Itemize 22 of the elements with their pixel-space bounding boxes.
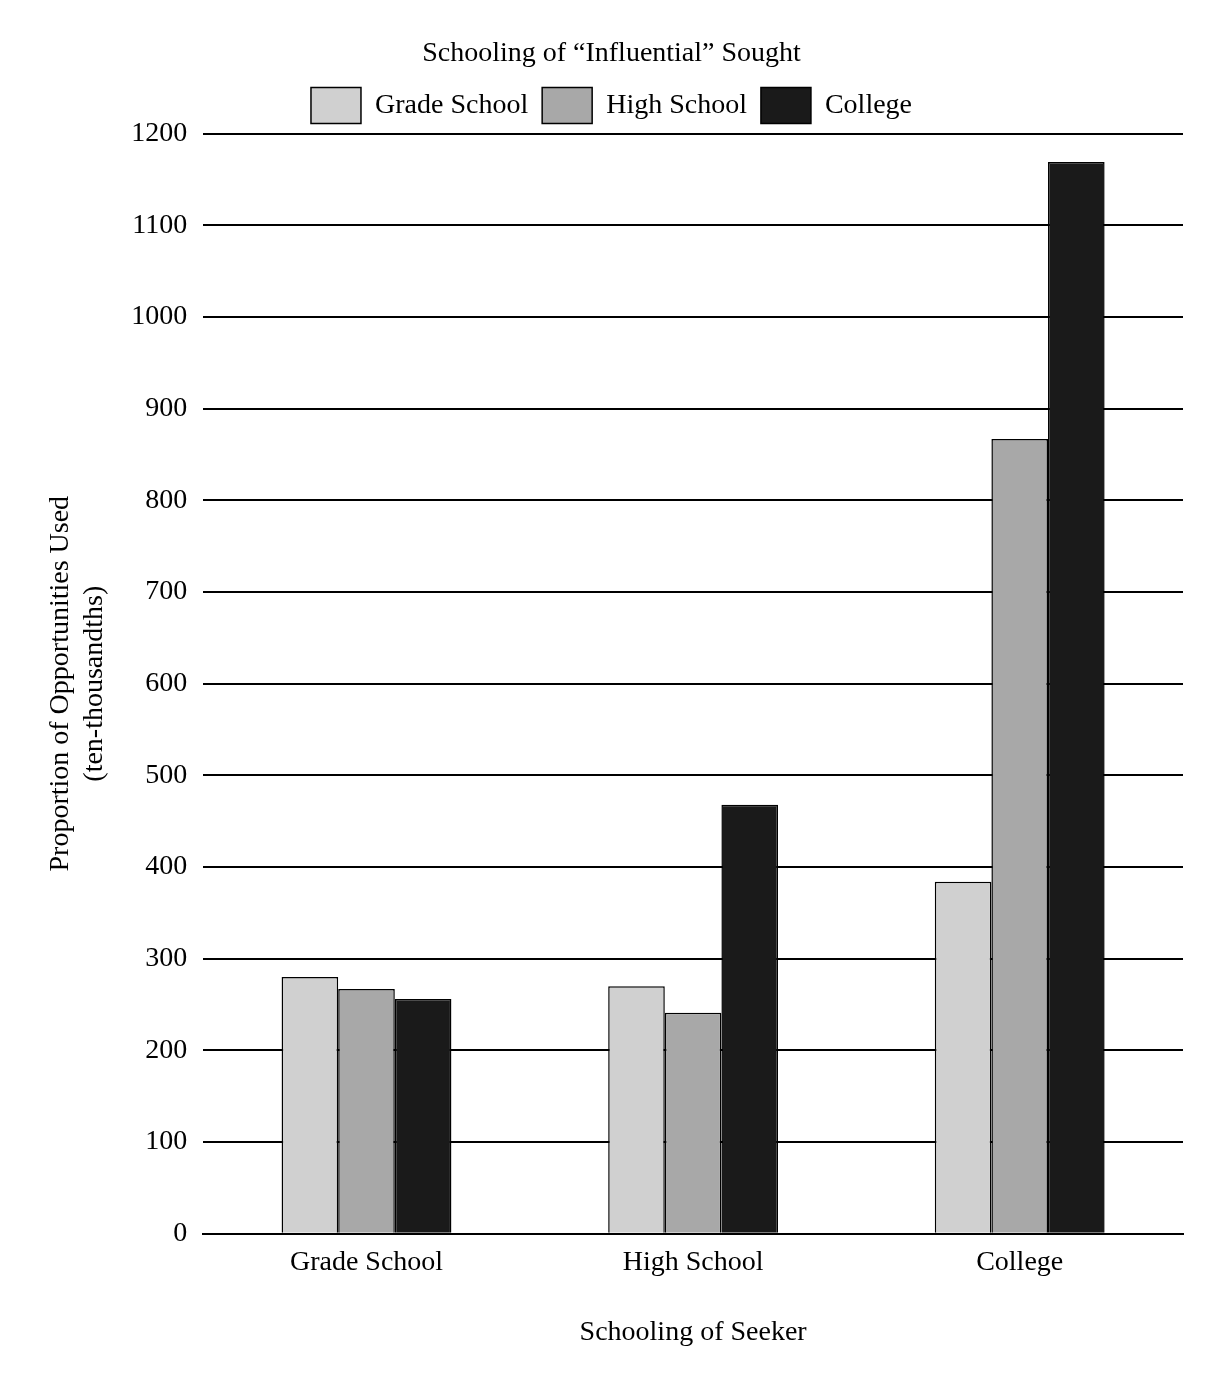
y-tick-label: 900: [145, 391, 188, 423]
legend-label: High School: [606, 87, 748, 119]
x-axis-title: Schooling of Seeker: [579, 1314, 808, 1346]
y-tick-label: 400: [145, 849, 188, 881]
y-tick-label: 800: [145, 482, 188, 514]
legend-label: College: [824, 87, 913, 119]
y-tick-label: 200: [145, 1032, 188, 1064]
y-tick-label: 600: [145, 666, 188, 698]
x-tick-label: College: [976, 1244, 1064, 1276]
y-tick-label: 0: [173, 1216, 188, 1248]
legend-title: Schooling of “Influential” Sought: [422, 36, 802, 68]
y-tick-label: 100: [145, 1124, 188, 1156]
legend-label: Grade School: [374, 87, 529, 119]
x-tick-label: Grade School: [289, 1244, 444, 1276]
y-tick-label: 700: [145, 574, 188, 606]
y-axis-title: Proportion of Opportunities Used (ten-thousandths): [43, 495, 108, 872]
y-tick-label: 1200: [131, 115, 188, 147]
y-tick-label: 1100: [132, 207, 188, 239]
x-tick-label: High School: [622, 1244, 764, 1276]
y-tick-label: 500: [145, 757, 188, 789]
y-tick-label: 1000: [131, 299, 188, 331]
y-tick-label: 300: [145, 941, 188, 973]
